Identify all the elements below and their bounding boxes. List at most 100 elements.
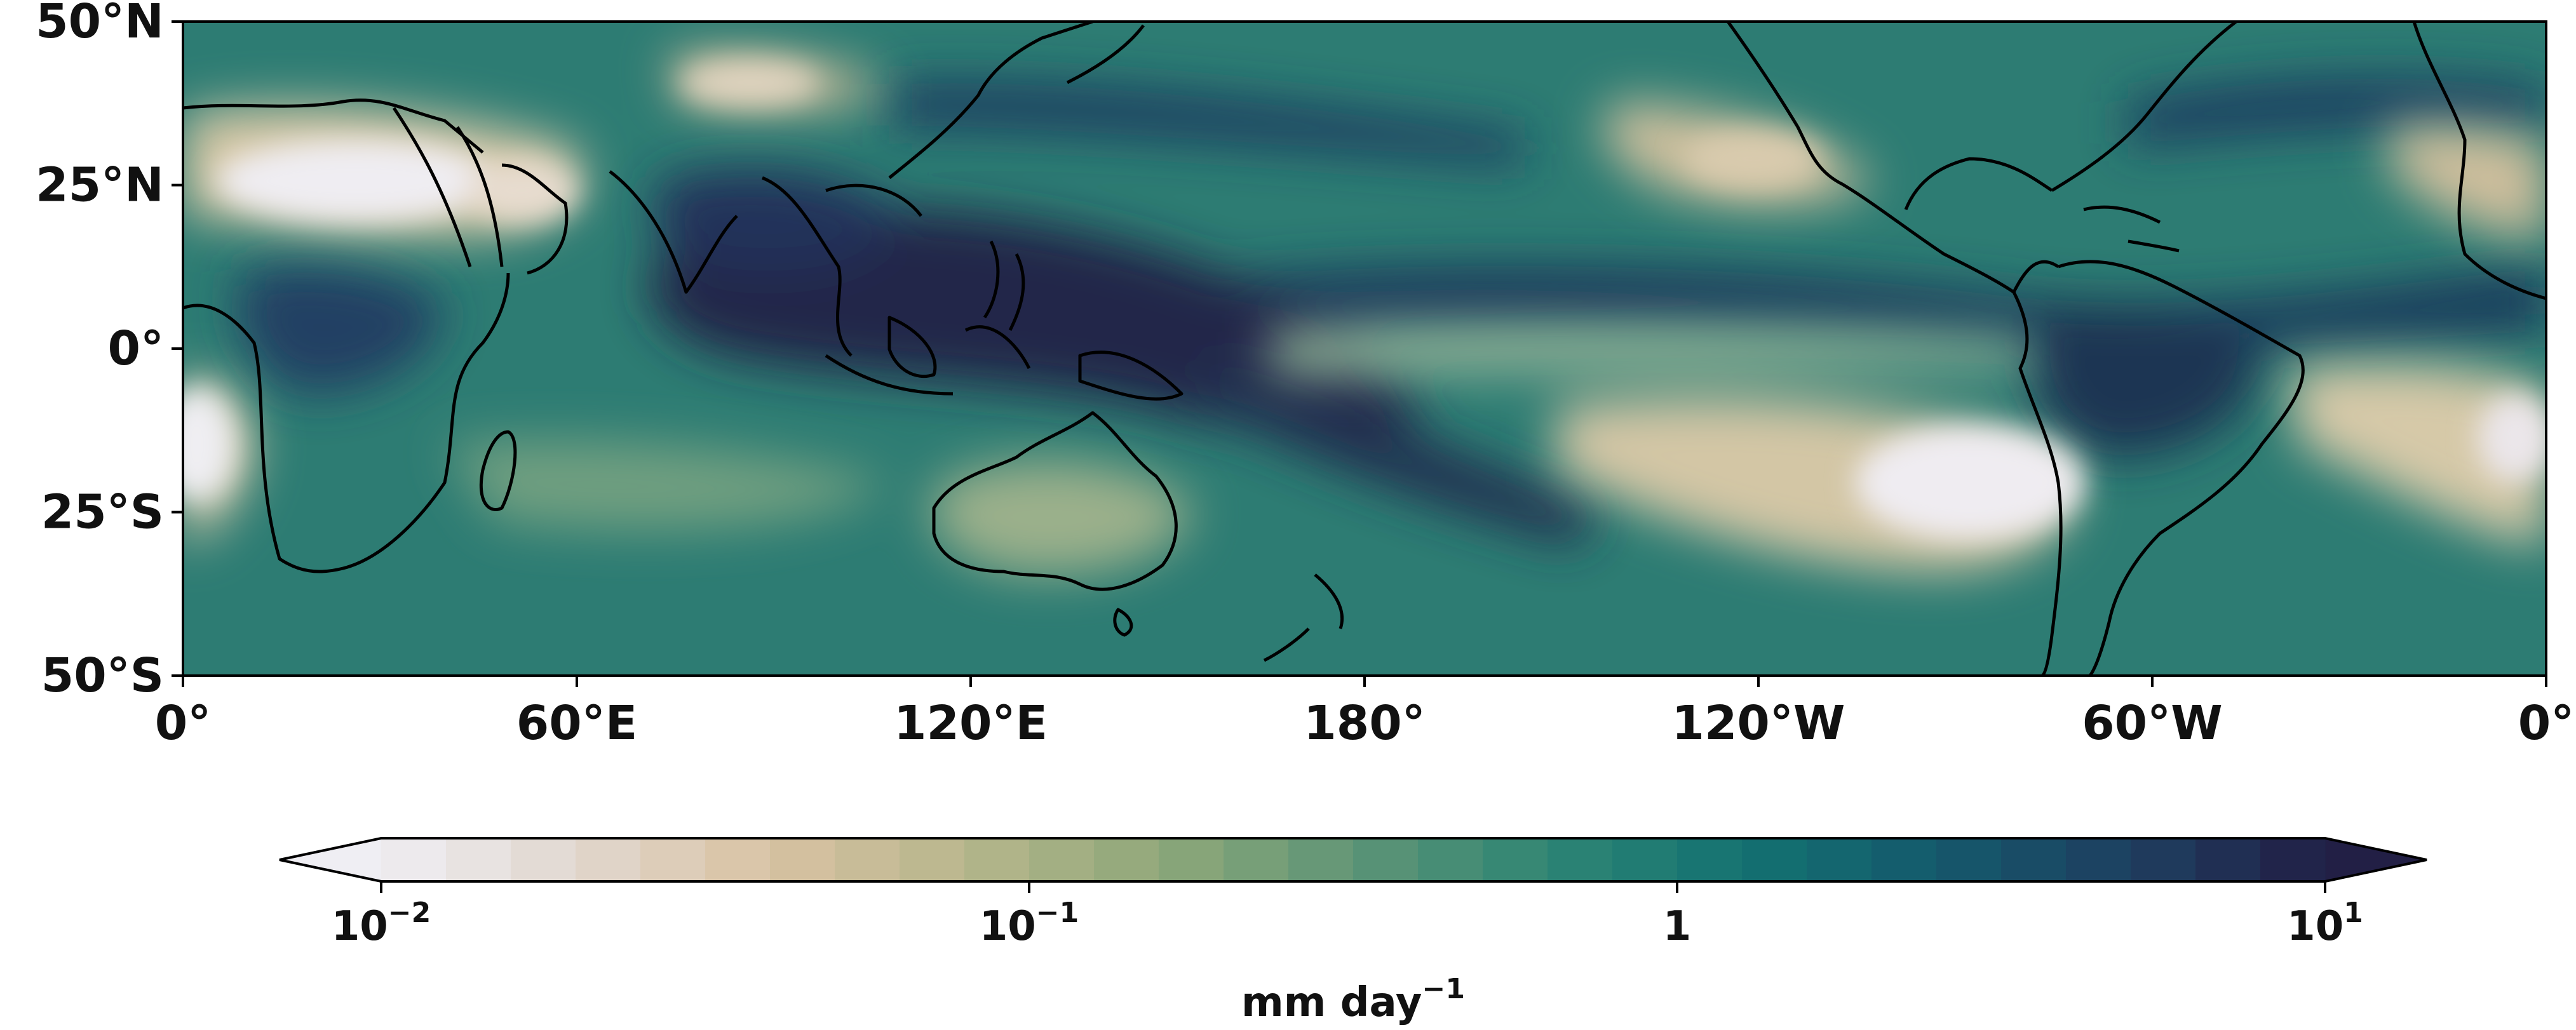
spcz-band <box>1194 356 1601 546</box>
amazon-wet <box>2027 301 2262 457</box>
lon-tick-label: 120°W <box>1671 696 1845 751</box>
colorbar-level <box>1871 838 1937 881</box>
colorbar-tick-exponent: 1 <box>2343 897 2363 929</box>
se-pacific-core <box>1855 425 2084 540</box>
precipitation-field <box>183 22 2546 676</box>
lon-tick-label: 180° <box>1304 696 1425 751</box>
colorbar-tick-exponent: −2 <box>388 897 431 929</box>
colorbar-level <box>1224 838 1289 881</box>
coast-north-america <box>1726 22 2060 294</box>
coast-australia <box>932 411 1178 591</box>
coast-africa-west <box>183 272 510 573</box>
coast-red-sea <box>392 107 504 267</box>
colorbar-level <box>511 838 576 881</box>
coast-philippines <box>983 240 1025 331</box>
sahara-core <box>216 140 496 222</box>
desert-cores <box>183 60 2546 540</box>
wet-bands <box>238 77 2546 546</box>
coast-us-east <box>2051 22 2237 192</box>
colorbar-level <box>446 838 511 881</box>
colorbar-tick-label: 10−2 <box>332 897 431 950</box>
colorbar-level <box>2001 838 2067 881</box>
lat-tick-label: 25°N <box>36 158 164 213</box>
colorbar-level <box>770 838 835 881</box>
lat-tick-label: 50°N <box>36 0 164 49</box>
lon-tick-label: 60°E <box>516 696 638 751</box>
coast-west-africa-bulge <box>2412 22 2546 300</box>
colorbar-extend-low <box>280 838 381 881</box>
colorbar-level <box>576 838 641 881</box>
coast-arabia <box>501 163 569 275</box>
colorbar-tick-base: 10 <box>332 903 388 950</box>
storm-tracks <box>889 77 2546 165</box>
coast-china <box>888 22 1093 179</box>
colorbar-level <box>1094 838 1159 881</box>
tibet-core <box>680 60 819 105</box>
coast-india <box>609 170 738 294</box>
namibia-core <box>183 387 235 502</box>
coast-gulf-mexico <box>1904 157 2053 210</box>
colorbar-level <box>1353 838 1419 881</box>
colorbar-level <box>640 838 706 881</box>
lat-tick-label: 0° <box>108 321 165 376</box>
colorbar-level <box>1612 838 1678 881</box>
colorbar-tick-label: 1 <box>1663 903 1692 950</box>
colorbar-level <box>1936 838 2002 881</box>
colorbar-unit-label: mm day−1 <box>1241 973 1465 1026</box>
lat-tick-label: 25°S <box>41 485 164 540</box>
se-atlantic-core <box>2478 394 2546 483</box>
coast-se-asia <box>762 176 922 357</box>
colorbar-level <box>1483 838 1548 881</box>
colorbar-level <box>1677 838 1743 881</box>
lon-tick-label: 0° <box>2518 696 2575 751</box>
colorbar-level <box>705 838 771 881</box>
latitude-ticks: 50°N 25°N 0° 25°S 50°S <box>36 0 183 703</box>
longitude-ticks: 0° 60°E 120°E 180° 120°W 60°W 0° <box>155 676 2575 751</box>
colorbar-level <box>1548 838 1613 881</box>
se-atlantic-dry <box>183 363 2546 546</box>
coast-new-zealand <box>1263 573 1344 662</box>
coast-indonesia <box>825 316 1183 401</box>
colorbar-level <box>835 838 900 881</box>
colorbar-level <box>381 838 447 881</box>
colorbar-unit-base: mm day <box>1241 979 1422 1026</box>
colorbar-tick-label: 10−1 <box>980 897 1079 950</box>
colorbar-level <box>1418 838 1483 881</box>
cold-tongue <box>1271 323 2033 375</box>
colorbar-level <box>2131 838 2196 881</box>
coast-tasmania <box>1113 608 1133 637</box>
colorbar-level <box>1288 838 1354 881</box>
colorbar-level <box>2195 838 2261 881</box>
colorbar-level <box>1029 838 1095 881</box>
colorbar-tick-exponent: −1 <box>1036 897 1079 929</box>
colorbar-level <box>1742 838 1807 881</box>
ne-atlantic-dry <box>2389 125 2546 241</box>
colorbar-level <box>2066 838 2131 881</box>
coast-south-america <box>2012 260 2305 676</box>
colorbar-level <box>1159 838 1224 881</box>
colorbar-tick-base: 1 <box>1663 903 1692 950</box>
lon-tick-label: 120°E <box>894 696 1048 751</box>
coast-africa-north <box>183 98 484 154</box>
africa-wet <box>238 264 445 394</box>
s-indian-dry <box>445 439 889 531</box>
colorbar-tick-base: 10 <box>2287 903 2343 950</box>
colorbar-level <box>900 838 965 881</box>
colorbar-level <box>2260 838 2326 881</box>
coastlines <box>183 22 2546 676</box>
colorbar-extend-high <box>2325 838 2427 881</box>
coast-caribbean <box>2083 205 2180 253</box>
colorbar-tick-label: 101 <box>2287 897 2363 950</box>
lon-tick-label: 0° <box>155 696 212 751</box>
australia-dry <box>930 460 1194 575</box>
colorbar-tick-base: 10 <box>980 903 1036 950</box>
colorbar-unit-exponent: −1 <box>1422 973 1464 1005</box>
colorbar-level <box>964 838 1030 881</box>
coast-madagascar <box>479 430 517 511</box>
lon-tick-label: 60°W <box>2082 696 2223 751</box>
baja-core <box>1683 130 1823 187</box>
lat-tick-label: 50°S <box>41 648 164 703</box>
